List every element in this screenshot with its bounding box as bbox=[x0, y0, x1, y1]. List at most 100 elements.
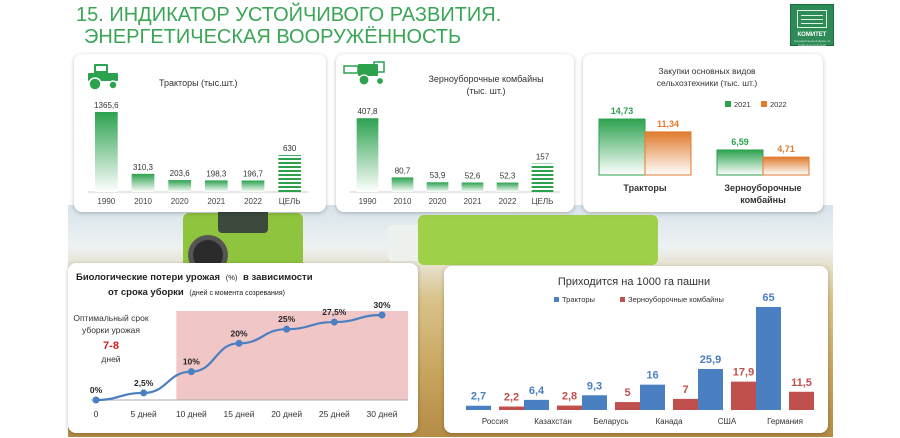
x-tick-label: 2021 bbox=[464, 197, 482, 206]
combines-chart-title-line1: Зерноуборочные комбайны bbox=[428, 74, 543, 84]
page-title-line2: ЭНЕРГЕТИЧЕСКАЯ ВООРУЖЁННОСТЬ bbox=[84, 26, 462, 48]
bar bbox=[168, 180, 192, 192]
tractors-chart-title: Тракторы (тыс.шт.) bbox=[159, 78, 237, 88]
bar-value-label: 203,6 bbox=[170, 169, 191, 178]
page-title: 15. ИНДИКАТОР УСТОЙЧИВОГО РАЗВИТИЯ. ЭНЕР… bbox=[76, 4, 501, 48]
target-bar bbox=[278, 155, 302, 192]
purchases-chart: Закупки основных видов сельхозтехники (т… bbox=[598, 66, 810, 205]
bar-value-label: 2,7 bbox=[471, 391, 486, 403]
legend-label: Тракторы bbox=[562, 295, 595, 304]
bar bbox=[241, 180, 265, 192]
tractors-card: Тракторы (тыс.шт.) 1365,6 1990 310,3 2010 20… bbox=[74, 54, 326, 212]
bar-value-label: 1365,6 bbox=[94, 101, 119, 110]
bar-value-label: 14,73 bbox=[611, 106, 634, 116]
combines-chart-title-line2: (тыс. шт.) bbox=[467, 86, 506, 96]
legend-swatch bbox=[620, 297, 625, 302]
bar-value-label: 157 bbox=[536, 153, 550, 162]
legend-label: 2022 bbox=[770, 100, 787, 109]
bar-value-label: 6,59 bbox=[731, 137, 749, 147]
legend-label: Зерноуборочные комбайны bbox=[628, 295, 724, 304]
late-harvest-zone bbox=[176, 311, 408, 400]
bar bbox=[789, 391, 814, 410]
per1000ha-card: Приходится на 1000 га пашни Тракторы Зерн… bbox=[444, 266, 828, 433]
bar bbox=[461, 182, 484, 192]
losses-chart-subtitle: от срока уборки (дней с момента созреван… bbox=[108, 287, 285, 298]
bar bbox=[673, 398, 698, 410]
losses-title-unit: (%) bbox=[226, 273, 238, 282]
bar bbox=[466, 405, 491, 410]
bar-value-label: 310,3 bbox=[133, 163, 154, 172]
losses-title-line2: от срока уборки bbox=[108, 287, 184, 298]
x-tick-label: Россия bbox=[482, 417, 508, 426]
bar-value-label: 7 bbox=[682, 384, 688, 396]
x-tick-label: 20 дней bbox=[271, 409, 302, 419]
losses-title-part1: Биологические потери урожая bbox=[76, 272, 220, 283]
bar bbox=[356, 118, 379, 192]
data-point bbox=[140, 389, 148, 397]
bar-value-label: 17,9 bbox=[733, 367, 754, 379]
losses-chart-title: Биологические потери урожая (%) в зависи… bbox=[76, 272, 313, 283]
bar bbox=[716, 149, 764, 176]
per1000ha-chart-title: Приходится на 1000 га пашни bbox=[558, 276, 710, 288]
bar bbox=[94, 112, 118, 192]
x-tick-label: 1990 bbox=[359, 197, 377, 206]
bar bbox=[557, 405, 582, 410]
bar-value-label: 196,7 bbox=[243, 169, 264, 178]
losses-chart: Биологические потери урожая (%) в зависи… bbox=[73, 272, 408, 419]
target-bar bbox=[531, 163, 554, 192]
bar bbox=[524, 399, 549, 410]
x-tick-label: 2022 bbox=[244, 197, 262, 206]
x-tick-label: ЦЕЛЬ bbox=[279, 197, 301, 206]
bar-value-label: 2,8 bbox=[562, 391, 577, 403]
combine-illustration bbox=[418, 215, 658, 265]
x-tick-label: 5 дней bbox=[131, 409, 157, 419]
x-tick-label: США bbox=[718, 417, 737, 426]
building-icon bbox=[797, 10, 827, 28]
data-point bbox=[235, 339, 243, 347]
committee-logo: КОМИТЕТ Государственной Думы по аграрным… bbox=[790, 4, 834, 47]
data-point bbox=[378, 311, 386, 319]
logo-text: КОМИТЕТ bbox=[797, 32, 827, 38]
bar-value-label: 6,4 bbox=[529, 385, 545, 397]
bar bbox=[131, 173, 155, 192]
point-value-label: 0% bbox=[90, 385, 103, 395]
bar-value-label: 11,34 bbox=[657, 119, 679, 129]
bar bbox=[698, 368, 723, 410]
purchases-chart-title-line1: Закупки основных видов bbox=[658, 66, 756, 76]
purchases-chart-title-line2: сельхозтехники (тыс. шт.) bbox=[657, 78, 758, 88]
purchases-card: Закупки основных видов сельхозтехники (т… bbox=[583, 54, 823, 212]
point-value-label: 27,5% bbox=[322, 307, 347, 317]
x-tick-label: 2010 bbox=[394, 197, 412, 206]
bar-value-label: 80,7 bbox=[395, 166, 411, 175]
optimal-label-line2: уборки урожая bbox=[82, 325, 140, 335]
x-tick-label: 2022 bbox=[499, 197, 517, 206]
x-tick-label: 0 bbox=[94, 409, 99, 419]
point-value-label: 20% bbox=[230, 328, 247, 338]
bar bbox=[496, 182, 519, 192]
x-tick-label: 2020 bbox=[171, 197, 189, 206]
bar bbox=[204, 180, 228, 192]
bar-value-label: 407,8 bbox=[357, 107, 378, 116]
combines-card: Зерноуборочные комбайны (тыс. шт.) 407,8… bbox=[336, 54, 574, 212]
point-value-label: 30% bbox=[373, 300, 390, 310]
bar bbox=[640, 384, 665, 410]
legend-label: 2021 bbox=[734, 100, 751, 109]
losses-title-note: (дней с момента созревания) bbox=[189, 289, 285, 297]
data-point bbox=[187, 368, 195, 376]
x-tick-label: 15 дней bbox=[224, 409, 255, 419]
losses-card: Биологические потери урожая (%) в зависи… bbox=[68, 263, 418, 433]
bar bbox=[391, 177, 414, 192]
point-value-label: 2,5% bbox=[134, 378, 154, 388]
point-value-label: 25% bbox=[278, 314, 295, 324]
bar bbox=[615, 402, 640, 410]
data-point bbox=[330, 318, 338, 326]
x-tick-label: 30 дней bbox=[367, 409, 398, 419]
legend-swatch bbox=[725, 101, 731, 107]
tractor-icon bbox=[88, 64, 118, 91]
bar bbox=[644, 131, 692, 176]
legend-swatch bbox=[761, 101, 767, 107]
bar bbox=[731, 381, 756, 410]
x-tick-label: Германия bbox=[767, 417, 803, 426]
bar-value-label: 9,3 bbox=[587, 380, 602, 392]
x-tick-label: 10 дней bbox=[176, 409, 207, 419]
